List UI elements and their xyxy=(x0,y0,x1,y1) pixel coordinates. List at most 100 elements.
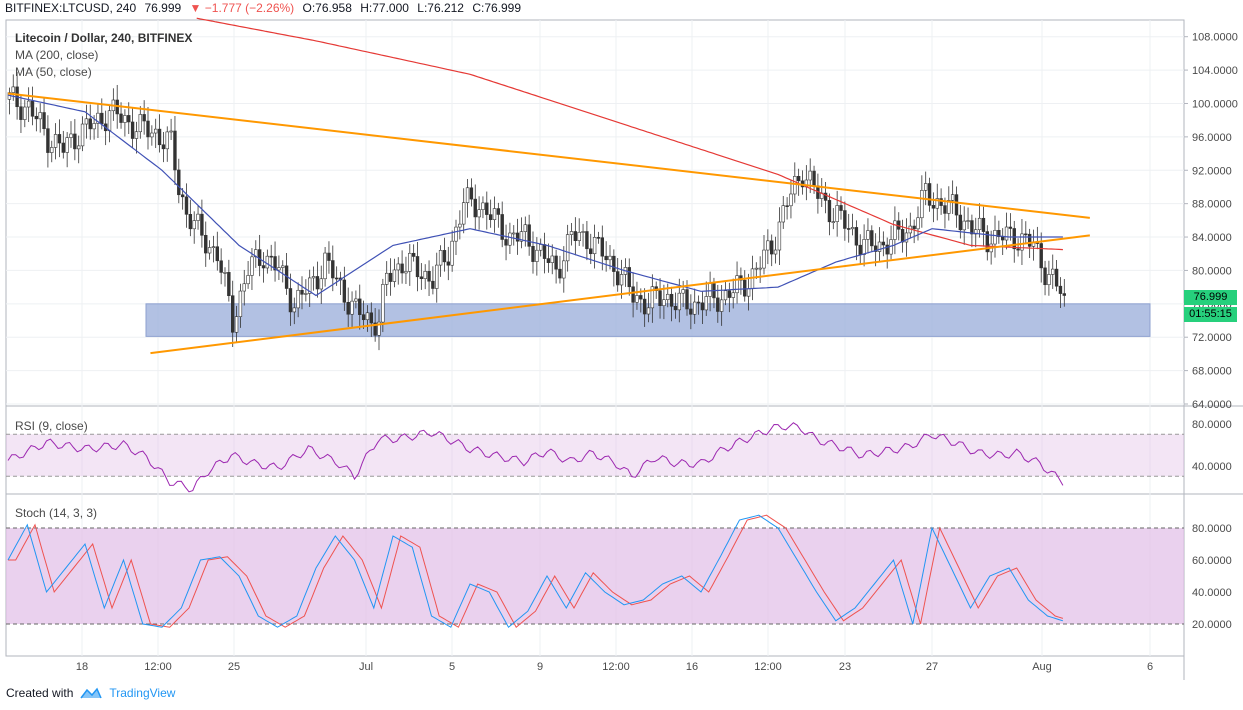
candle-body xyxy=(438,250,443,266)
candle-body xyxy=(831,221,836,223)
x-tick-label: 12:00 xyxy=(144,661,172,673)
candle-body xyxy=(346,302,350,315)
candle-body xyxy=(454,226,458,242)
candle-body xyxy=(369,312,373,324)
candle-body xyxy=(912,225,916,230)
candle-body xyxy=(42,112,46,129)
candle-body xyxy=(234,316,239,333)
candle-body xyxy=(365,312,370,321)
candle-body xyxy=(77,145,81,150)
candle-body xyxy=(327,252,331,261)
candle-body xyxy=(381,284,385,323)
candle-body xyxy=(323,252,327,280)
candle-body xyxy=(196,213,200,221)
candle-body xyxy=(870,230,874,247)
candle-body xyxy=(854,227,859,246)
candle-body xyxy=(615,271,620,286)
candle-body xyxy=(527,224,531,247)
candle-body xyxy=(96,112,100,124)
candle-body xyxy=(997,230,1001,237)
candle-body xyxy=(696,301,701,304)
candle-body xyxy=(242,283,246,292)
candle-body xyxy=(277,267,281,271)
candle-body xyxy=(723,290,728,301)
candle-body xyxy=(627,267,631,288)
candle-body xyxy=(658,290,662,306)
candle-body xyxy=(850,227,855,230)
candle-body xyxy=(307,277,312,294)
candle-body xyxy=(1016,248,1020,251)
candle-body xyxy=(935,198,939,209)
x-tick-label: 18 xyxy=(76,661,88,673)
trendline xyxy=(7,92,1090,219)
rsi-title: RSI (9, close) xyxy=(15,419,88,433)
tradingview-logo-icon[interactable] xyxy=(79,686,103,700)
stoch-tick-label: 40.0000 xyxy=(1192,587,1232,599)
y-tick-label: 64.0000 xyxy=(1192,399,1232,411)
candle-body xyxy=(704,296,708,311)
candle-body xyxy=(519,231,524,242)
rsi-line xyxy=(7,422,1064,493)
candle-body xyxy=(461,202,466,225)
candle-body xyxy=(134,131,139,139)
candle-body xyxy=(138,114,142,133)
candle-body xyxy=(512,232,516,235)
candle-body xyxy=(585,231,589,250)
candle-body xyxy=(26,100,31,108)
stoch-k-line xyxy=(7,514,1064,628)
candle-body xyxy=(1047,274,1051,286)
candle-body xyxy=(985,231,990,253)
close-value: C:76.999 xyxy=(472,1,522,15)
candle-body xyxy=(23,106,27,120)
candle-body xyxy=(473,198,477,218)
y-tick-label: 88.0000 xyxy=(1192,199,1232,211)
candle-body xyxy=(789,193,793,207)
candle-body xyxy=(342,279,347,303)
y-tick-label: 92.0000 xyxy=(1192,165,1232,177)
stoch-tick-label: 20.0000 xyxy=(1192,619,1232,631)
candle-body xyxy=(619,274,624,286)
x-tick-label: 12:00 xyxy=(754,661,782,673)
price-change: ▼ −1.777 (−2.26%) xyxy=(189,1,295,15)
candle-body xyxy=(650,286,655,309)
candle-body xyxy=(766,240,770,251)
candle-body xyxy=(1012,228,1016,250)
candle-body xyxy=(373,322,377,336)
candle-body xyxy=(415,256,420,278)
axis-labels: 108.0000 104.0000 100.0000 96.0000 92.0000 88… xyxy=(76,32,1238,673)
candle-body xyxy=(746,288,751,297)
legend-ma200[interactable]: MA (200, close) xyxy=(15,48,99,62)
candle-body xyxy=(396,263,400,271)
legend-ma50[interactable]: MA (50, close) xyxy=(15,65,92,79)
candle-body xyxy=(727,290,732,298)
candle-body xyxy=(565,234,570,262)
candle-body xyxy=(358,298,362,315)
candle-body xyxy=(377,321,381,336)
candle-body xyxy=(281,265,285,268)
candle-body xyxy=(550,255,554,263)
y-tick-label: 68.0000 xyxy=(1192,366,1232,378)
candle-body xyxy=(669,293,674,307)
candle-body xyxy=(758,267,762,270)
candle-body xyxy=(211,246,216,249)
main-legend: Litecoin / Dollar, 240, BITFINEX MA (200… xyxy=(15,30,192,81)
candle-body xyxy=(184,196,189,215)
footer: Created with TradingView xyxy=(6,684,175,702)
candle-body xyxy=(392,269,397,282)
candle-body xyxy=(446,261,450,266)
candle-body xyxy=(608,255,612,261)
candle-body xyxy=(419,276,424,279)
candle-body xyxy=(223,272,227,274)
symbol-name[interactable]: BITFINEX:LTCUSD, 240 xyxy=(5,1,137,15)
candle-body xyxy=(269,255,273,258)
candle-body xyxy=(157,128,162,146)
candle-body xyxy=(485,202,489,215)
chart-canvas[interactable]: RSI (9, close) 80.0000 40.0000 Stoch (14, … xyxy=(0,0,1243,680)
trendline-layer xyxy=(7,92,1090,355)
tradingview-link[interactable]: TradingView xyxy=(109,686,176,700)
symbol-header: BITFINEX:LTCUSD, 240 76.999 ▼ −1.777 (−2… xyxy=(0,0,1243,17)
candle-body xyxy=(569,231,574,235)
candle-body xyxy=(681,289,685,294)
candle-body xyxy=(692,301,697,315)
candle-body xyxy=(700,302,705,311)
